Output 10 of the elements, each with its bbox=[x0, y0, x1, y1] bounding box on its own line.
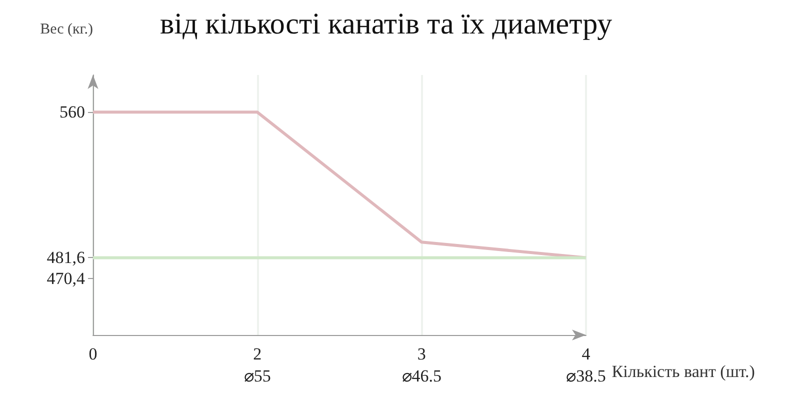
y-tick-label: 560 bbox=[60, 102, 85, 122]
chart-title: від кількості канатів та їх диаметру bbox=[160, 8, 612, 40]
y-tick-label: 481,6 bbox=[46, 248, 85, 268]
x-tick-label: 0 bbox=[88, 344, 98, 364]
x-tick-label: 4 ⌀38.5 bbox=[566, 344, 606, 386]
y-tick-label: 470,4 bbox=[46, 269, 86, 288]
x-tick-label: 2 ⌀55 bbox=[244, 344, 271, 386]
x-axis-title: Кількість вант (шт.) bbox=[612, 362, 755, 381]
y-axis-title: Вес (кг.) bbox=[40, 22, 93, 38]
x-tick-label: 3 ⌀46.5 bbox=[402, 344, 442, 386]
